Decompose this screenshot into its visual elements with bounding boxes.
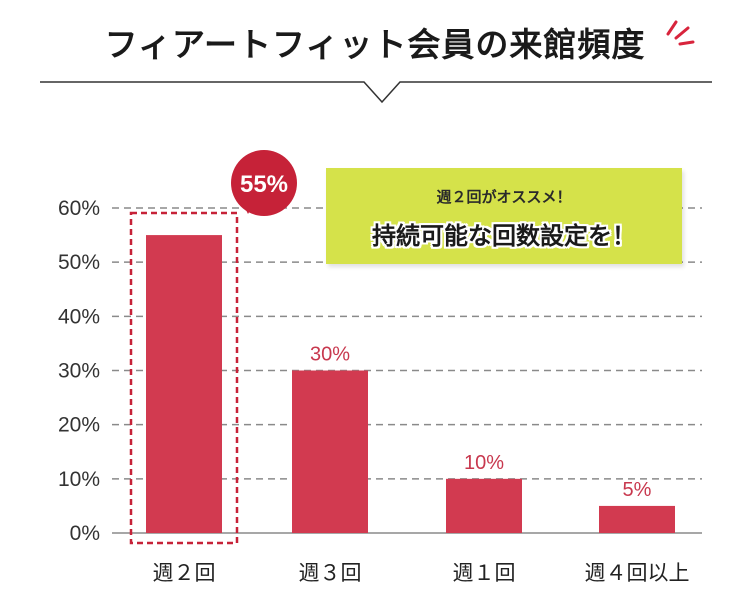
x-tick-label: 週１回 [453,561,516,585]
data-label: 5% [623,479,652,501]
badge-circle [231,150,297,216]
data-label: 30% [310,344,350,366]
chart-header: フィアートフィット会員の来館頻度 [0,0,750,105]
y-tick-label: 40% [58,305,100,328]
x-tick-label: 週４回以上 [585,561,690,585]
title-underline [40,81,712,104]
y-tick-label: 10% [58,468,100,491]
y-tick-label: 60% [58,197,100,220]
bars [146,235,675,534]
highlight-frame [129,211,239,545]
badge-value-label: 55% [240,171,288,198]
recommendation-callout: 週２回がオススメ！ 持続可能な回数設定を！ [326,168,682,264]
data-label: 10% [464,452,504,474]
value-labels: 30% 10% 5% [310,344,652,501]
y-tick-label: 50% [58,251,100,274]
chart-title: フィアートフィット会員の来館頻度 [104,25,646,64]
bar [292,370,368,533]
y-tick-label: 30% [58,360,100,383]
y-tick-label: 0% [70,522,100,545]
sparkle-icon [666,20,695,46]
bar [446,478,522,533]
x-axis-ticks: 週２回 週３回 週１回 週４回以上 [153,561,690,585]
callout-headline: 持続可能な回数設定を！ [372,222,636,250]
x-tick-label: 週２回 [153,561,216,585]
x-tick-label: 週３回 [299,561,362,585]
y-tick-label: 20% [58,414,100,437]
highlight-dashed-frame [129,211,239,545]
bar [599,505,675,533]
highlight-badge: 55% [231,150,297,216]
callout-subtitle: 週２回がオススメ！ [436,188,572,206]
y-axis-ticks: 0% 10% 20% 30% 40% 50% 60% [58,197,100,545]
bar [146,235,222,534]
